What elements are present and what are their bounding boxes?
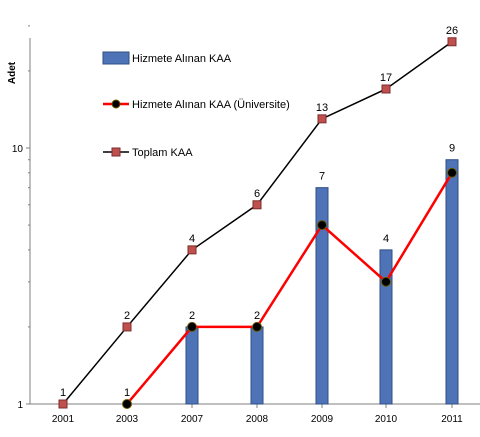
data-label: 13	[316, 102, 328, 114]
data-label: 2	[189, 310, 195, 322]
axes-layer: 1 10 2001 2003 2007 2008 2009 2010 2011	[12, 25, 480, 425]
bar	[445, 159, 459, 405]
legend-marker	[111, 99, 121, 109]
legend: Hizmete Alınan KAA Hizmete Alınan KAA (Ün…	[102, 51, 290, 159]
bar	[379, 249, 393, 405]
point	[122, 322, 132, 332]
data-label: 26	[446, 25, 458, 37]
data-label: 9	[449, 143, 455, 155]
point	[447, 37, 457, 47]
point	[252, 200, 262, 210]
point	[187, 321, 197, 332]
y-tick-label: 1	[17, 400, 23, 411]
point	[122, 399, 132, 409]
legend-label: Toplam KAA	[132, 147, 193, 159]
series-line	[126, 172, 454, 405]
point	[187, 245, 197, 255]
data-label: 4	[383, 233, 389, 245]
bars-layer	[185, 159, 459, 405]
x-tick-label: 2007	[181, 414, 204, 425]
y-tick-label: 10	[12, 144, 24, 155]
bar	[315, 187, 329, 405]
bar	[185, 326, 199, 405]
data-label: 7	[319, 171, 325, 183]
point	[447, 167, 457, 178]
point	[58, 399, 68, 409]
y-axis-title: Adet	[7, 61, 18, 84]
point	[317, 220, 327, 231]
legend-swatch	[102, 51, 130, 65]
x-tick-label: 2001	[52, 414, 75, 425]
x-tick-label: 2003	[116, 414, 139, 425]
legend-label: Hizmete Alınan KAA (Üniversite)	[132, 99, 290, 111]
point	[381, 276, 391, 287]
data-label: 1	[60, 387, 66, 399]
data-label: 2	[254, 310, 260, 322]
bar	[250, 326, 264, 405]
data-label: 6	[254, 188, 260, 200]
x-tick-label: 2008	[246, 414, 269, 425]
data-label: 2	[124, 310, 130, 322]
point	[252, 321, 262, 332]
x-tick-label: 2009	[311, 414, 334, 425]
data-label: 4	[189, 233, 195, 245]
data-label: 1	[124, 387, 130, 399]
x-tick-label: 2011	[441, 414, 463, 425]
legend-label: Hizmete Alınan KAA	[132, 53, 232, 65]
point	[317, 114, 327, 124]
x-tick-label: 2010	[375, 414, 398, 425]
data-label: 17	[380, 72, 392, 84]
point	[381, 84, 391, 94]
legend-marker	[111, 147, 121, 157]
lines-layer	[58, 37, 457, 409]
